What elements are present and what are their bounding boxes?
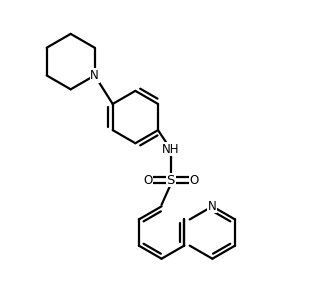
Text: O: O (189, 174, 198, 187)
Text: N: N (208, 200, 217, 213)
Text: NH: NH (162, 143, 180, 156)
Text: O: O (143, 174, 152, 187)
Text: S: S (167, 174, 175, 187)
Text: N: N (90, 69, 99, 82)
